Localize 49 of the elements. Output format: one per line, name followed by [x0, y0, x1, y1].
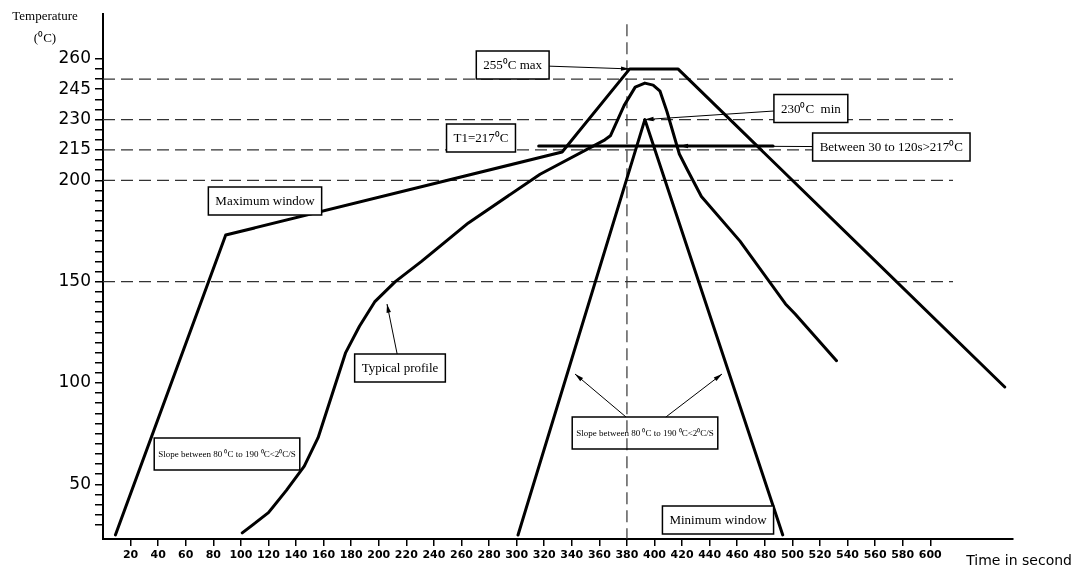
y-tick-label: 50: [69, 472, 91, 493]
annotation: Minimum window: [669, 512, 768, 528]
x-tick-label: 80: [205, 548, 222, 562]
x-tick-label: 440: [698, 548, 722, 562]
annotation: Slope between 80 ⁰C to 190 ⁰C<2⁰C/S: [158, 449, 296, 460]
y-tick-label: 260: [58, 47, 91, 68]
x-tick-label: 300: [505, 548, 529, 562]
x-tick-label: 20: [122, 548, 139, 562]
y-tick-label: 150: [58, 270, 91, 291]
annotation: 255⁰C max: [483, 57, 543, 73]
x-tick-label: 420: [670, 548, 694, 562]
annotation: Slope between 80 ⁰C to 190 ⁰C<2⁰C/S: [576, 428, 714, 439]
y-tick-label: 230: [58, 107, 91, 128]
x-tick-label: 40: [150, 548, 167, 562]
annotation: Maximum window: [215, 193, 316, 209]
x-tick-label: 60: [178, 548, 194, 562]
y-tick-label: 100: [58, 371, 91, 392]
x-tick-label: 260: [450, 548, 474, 562]
x-tick-label: 280: [477, 548, 501, 562]
x-tick-label: 180: [339, 548, 364, 562]
y-tick-label: 200: [58, 168, 91, 189]
x-tick-label: 520: [808, 548, 832, 562]
x-tick-label: 500: [780, 548, 805, 562]
x-tick-label: 360: [587, 548, 612, 562]
x-tick-label: 580: [891, 548, 915, 562]
x-tick-label: 320: [532, 548, 557, 562]
x-tick-label: 560: [863, 548, 887, 562]
x-tick-label: 200: [367, 548, 391, 562]
x-tick-label: 380: [615, 548, 639, 562]
x-tick-label: 460: [725, 548, 750, 562]
x-tick-label: 120: [256, 548, 281, 562]
x-tick-label: 220: [394, 548, 419, 562]
x-axis-title: Time in second: [965, 551, 1072, 568]
x-tick-label: 240: [422, 548, 446, 562]
y-tick-label: 245: [58, 77, 91, 98]
x-tick-label: 340: [560, 548, 584, 562]
x-tick-label: 480: [753, 548, 777, 562]
annotation: Between 30 to 120s>217⁰C: [819, 139, 964, 155]
y-axis-title: Temperature (⁰C): [12, 8, 78, 46]
x-tick-label: 140: [284, 548, 308, 562]
x-tick-label: 160: [312, 548, 336, 562]
y-tick-label: 215: [58, 138, 91, 159]
x-tick-label: 400: [643, 548, 667, 562]
annotation: 230⁰C min: [780, 100, 842, 116]
annotation: Typical profile: [361, 360, 439, 376]
x-tick-label: 540: [836, 548, 860, 562]
x-tick-label: 100: [229, 548, 253, 562]
annotation: T1=217⁰C: [453, 130, 509, 146]
x-tick-label: 600: [918, 548, 943, 562]
